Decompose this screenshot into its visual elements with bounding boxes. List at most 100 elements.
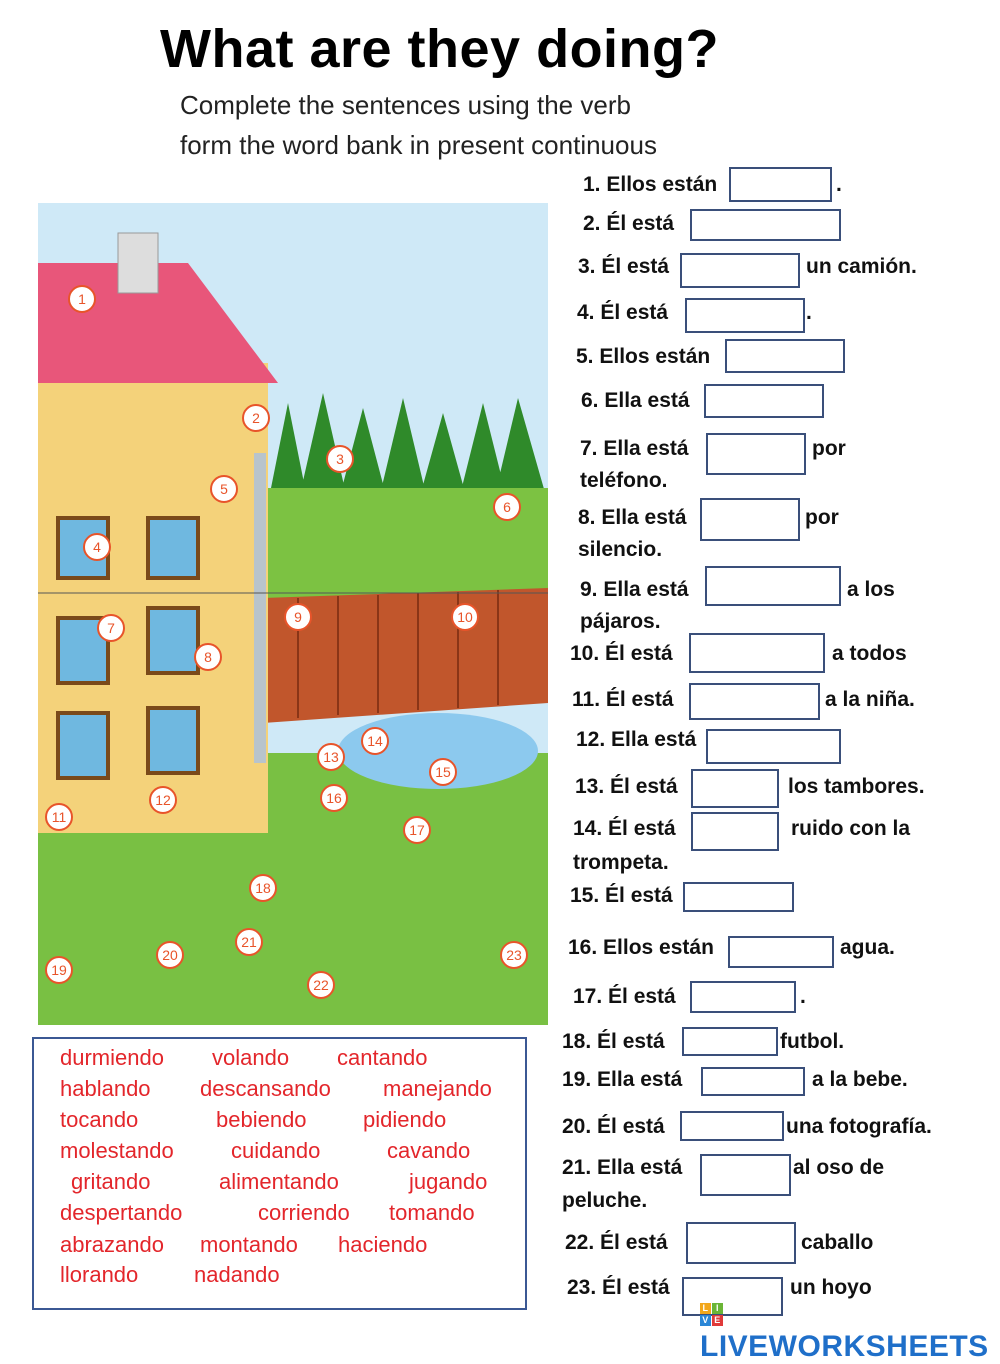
answer-input-11[interactable] [689, 683, 820, 720]
word-bank-item[interactable]: tomando [389, 1200, 475, 1225]
word-bank-item[interactable]: montando [200, 1232, 298, 1257]
answer-input-5[interactable] [725, 339, 845, 373]
word-bank-item[interactable]: nadando [194, 1262, 280, 1287]
number-marker-circle [361, 727, 389, 755]
sentence-9-continuation: pájaros. [580, 610, 661, 633]
number-marker-circle [284, 603, 312, 631]
word-bank-item[interactable]: tocando [60, 1107, 139, 1132]
number-marker-circle [451, 603, 479, 631]
sentence-1-suffix: . [836, 173, 842, 196]
word-bank-item[interactable]: jugando [409, 1169, 488, 1194]
number-marker-circle [149, 786, 177, 814]
word-bank-item[interactable]: cuidando [231, 1138, 321, 1163]
sentence-8-prefix: 8. Ella está [578, 506, 687, 529]
word-bank-item[interactable]: molestando [60, 1138, 174, 1163]
sentence-5-prefix: 5. Ellos están [576, 345, 711, 368]
answer-input-8[interactable] [700, 498, 800, 541]
number-marker-circle [68, 285, 96, 313]
sentence-3-suffix: un camión. [806, 255, 917, 278]
word-bank-item[interactable]: manejando [383, 1076, 492, 1101]
number-marker-circle [156, 941, 184, 969]
sentence-18-suffix: futbol. [780, 1030, 845, 1053]
answer-input-14[interactable] [691, 812, 779, 851]
number-marker-circle [326, 445, 354, 473]
number-marker-label: 8 [204, 649, 212, 665]
number-marker-circle [493, 493, 521, 521]
answer-input-17[interactable] [690, 981, 796, 1013]
answer-input-21[interactable] [700, 1154, 791, 1196]
sentence-4-suffix: . [806, 301, 812, 324]
number-marker-label: 11 [52, 809, 67, 825]
number-marker-label: 14 [367, 733, 383, 749]
sentence-17-prefix: 17. Él está [573, 985, 676, 1008]
answer-input-20[interactable] [680, 1111, 784, 1141]
answer-input-16[interactable] [728, 936, 834, 968]
number-marker-label: 6 [503, 499, 511, 515]
word-bank-item[interactable]: pidiendo [363, 1107, 447, 1132]
sentence-12-prefix: 12. Ella está [576, 728, 697, 751]
sentence-23-suffix: un hoyo [790, 1276, 872, 1299]
chimney [117, 232, 159, 294]
sentence-17-suffix: . [800, 985, 806, 1008]
sentence-11-prefix: 11. Él está [572, 688, 674, 711]
word-bank-item[interactable]: abrazando [60, 1232, 164, 1257]
number-marker-circle [317, 743, 345, 771]
word-bank-item[interactable]: corriendo [258, 1200, 350, 1225]
answer-input-3[interactable] [680, 253, 800, 288]
sentence-8-suffix: por [805, 506, 839, 529]
sentence-11-suffix: a la niña. [825, 688, 915, 711]
answer-input-4[interactable] [685, 298, 805, 333]
number-marker-label: 23 [506, 947, 522, 963]
word-bank-item[interactable]: descansando [200, 1076, 331, 1101]
number-marker-circle [45, 956, 73, 984]
sentence-15-prefix: 15. Él está [570, 884, 673, 907]
number-marker-circle [45, 803, 73, 831]
word-bank-item[interactable]: cantando [337, 1045, 428, 1070]
word-bank-item[interactable]: gritando [71, 1169, 151, 1194]
answer-input-7[interactable] [706, 433, 806, 475]
trees [268, 393, 548, 503]
number-marker-label: 4 [93, 539, 101, 555]
sentence-10-prefix: 10. Él está [570, 642, 673, 665]
answer-input-6[interactable] [704, 384, 824, 418]
number-marker-circle [83, 533, 111, 561]
number-marker-label: 3 [336, 451, 344, 467]
number-marker-label: 19 [51, 962, 67, 978]
answer-input-1[interactable] [729, 167, 832, 202]
answer-input-23[interactable] [682, 1277, 783, 1316]
answer-input-2[interactable] [690, 209, 841, 241]
word-bank-item[interactable]: durmiendo [60, 1045, 164, 1070]
answer-input-19[interactable] [701, 1067, 805, 1096]
word-bank-item[interactable]: despertando [60, 1200, 183, 1225]
word-bank-item[interactable]: alimentando [219, 1169, 339, 1194]
answer-input-18[interactable] [682, 1027, 778, 1056]
answer-input-13[interactable] [691, 769, 779, 808]
sentence-16-prefix: 16. Ellos están [568, 936, 714, 959]
word-bank-item[interactable]: bebiendo [216, 1107, 307, 1132]
number-marker-circle [320, 784, 348, 812]
number-marker-label: 21 [241, 934, 257, 950]
sentence-9-prefix: 9. Ella está [580, 578, 689, 601]
word-bank-item[interactable]: llorando [60, 1262, 139, 1287]
answer-input-10[interactable] [689, 633, 825, 673]
number-marker-circle [235, 928, 263, 956]
number-marker-label: 16 [326, 790, 342, 806]
sentence-20-suffix: una fotografía. [786, 1115, 932, 1138]
answer-input-12[interactable] [706, 729, 841, 764]
answer-input-22[interactable] [686, 1222, 796, 1264]
number-marker-circle [194, 643, 222, 671]
word-bank-item[interactable]: haciendo [338, 1232, 428, 1257]
sentence-2-prefix: 2. Él está [583, 212, 675, 235]
sentence-14-continuation: trompeta. [573, 851, 669, 874]
answer-input-15[interactable] [683, 882, 794, 912]
word-bank-item[interactable]: cavando [387, 1138, 471, 1163]
sentence-7-prefix: 7. Ella está [580, 437, 689, 460]
word-bank-item[interactable]: volando [212, 1045, 290, 1070]
word-bank-item[interactable]: hablando [60, 1076, 151, 1101]
answer-input-9[interactable] [705, 566, 841, 606]
sentence-19-prefix: 19. Ella está [562, 1068, 683, 1091]
pond [338, 713, 538, 789]
sentence-3-prefix: 3. Él está [578, 255, 670, 278]
number-marker-label: 20 [162, 947, 178, 963]
